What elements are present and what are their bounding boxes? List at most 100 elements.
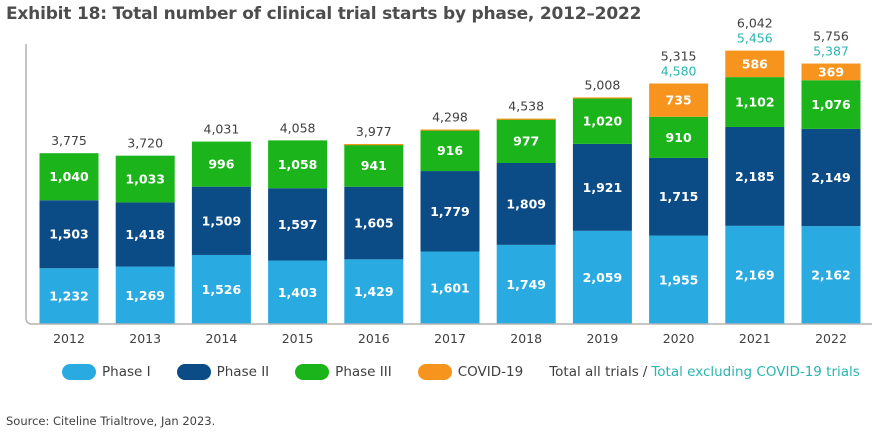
total-label-2015: 4,058: [280, 120, 316, 135]
bar-segment-covid-19-2016: [344, 144, 404, 146]
bar-segment-phase-iii-2014: [191, 141, 251, 187]
data-label-covid-19-2022: 369: [818, 64, 844, 79]
data-label-phase-i-2021: 2,169: [735, 267, 775, 282]
bar-segment-phase-i-2020: [649, 235, 709, 324]
legend-total-label: Total all trials: [549, 364, 639, 380]
x-tick-label-2014: 2014: [205, 331, 237, 346]
bar-segment-phase-iii-2013: [115, 155, 175, 203]
data-label-covid-19-2021: 586: [742, 56, 768, 71]
data-label-phase-iii-2018: 977: [513, 133, 539, 148]
data-label-phase-iii-2017: 916: [437, 143, 463, 158]
legend-item-phase-2: Phase II: [176, 364, 270, 380]
total-label-2021: 6,042: [737, 16, 773, 31]
total-excl-covid-label-2020: 4,580: [661, 63, 697, 78]
chart-legend: Phase I Phase II Phase III COVID-19 Tota…: [62, 362, 860, 382]
x-tick-label-2017: 2017: [434, 331, 466, 346]
bar-segment-phase-i-2019: [572, 230, 632, 324]
legend-swatch: [417, 364, 452, 380]
total-label-2019: 5,008: [585, 77, 621, 92]
bar-segment-phase-iii-2022: [801, 80, 861, 129]
chart-axis-frame: [25, 44, 872, 325]
total-label-2017: 4,298: [432, 110, 468, 125]
x-tick-label-2019: 2019: [586, 331, 618, 346]
source-note: Source: Citeline Trialtrove, Jan 2023.: [6, 414, 216, 428]
bar-segment-phase-ii-2020: [649, 157, 709, 236]
x-tick-label-2013: 2013: [129, 331, 161, 346]
bar-segment-phase-ii-2017: [420, 171, 480, 252]
total-label-2022: 5,756: [813, 29, 849, 44]
data-label-phase-iii-2016: 941: [361, 158, 387, 173]
data-label-phase-ii-2012: 1,503: [49, 227, 89, 242]
total-label-2020: 5,315: [661, 48, 697, 63]
bar-segment-phase-iii-2015: [268, 140, 328, 189]
bar-segment-phase-ii-2015: [268, 188, 328, 261]
bar-segment-phase-i-2022: [801, 226, 861, 324]
data-label-phase-iii-2014: 996: [208, 157, 234, 172]
data-label-phase-i-2018: 1,749: [506, 277, 546, 292]
bar-segment-phase-ii-2019: [572, 143, 632, 231]
legend-label: Phase I: [102, 364, 151, 380]
data-label-phase-i-2015: 1,403: [278, 285, 318, 300]
bar-segment-phase-iii-2021: [725, 77, 785, 127]
total-label-2018: 4,538: [508, 99, 544, 114]
bar-segment-covid-19-2017: [420, 129, 480, 131]
data-label-phase-i-2012: 1,232: [49, 289, 89, 304]
data-label-phase-i-2014: 1,526: [202, 282, 242, 297]
bar-segment-phase-ii-2016: [344, 186, 404, 260]
total-label-2013: 3,720: [127, 136, 163, 151]
bar-segment-phase-iii-2017: [420, 129, 480, 172]
bar-segment-phase-i-2016: [344, 259, 404, 324]
bar-segment-phase-iii-2020: [649, 116, 709, 158]
total-label-2012: 3,775: [51, 133, 87, 148]
x-tick-label-2020: 2020: [663, 331, 695, 346]
data-label-phase-ii-2021: 2,185: [735, 169, 775, 184]
data-label-phase-ii-2020: 1,715: [659, 189, 699, 204]
x-tick-label-2021: 2021: [739, 331, 771, 346]
x-tick-label-2022: 2022: [815, 331, 847, 346]
data-label-phase-iii-2020: 910: [666, 130, 692, 145]
bar-segment-phase-i-2015: [268, 260, 328, 324]
bar-segment-phase-i-2018: [496, 244, 556, 324]
data-label-phase-iii-2022: 1,076: [811, 97, 851, 112]
legend-swatch: [176, 364, 211, 380]
data-label-phase-i-2020: 1,955: [659, 272, 699, 287]
data-label-phase-ii-2017: 1,779: [430, 204, 470, 219]
data-label-phase-i-2017: 1,601: [430, 280, 470, 295]
data-label-phase-ii-2018: 1,809: [506, 196, 546, 211]
data-label-phase-iii-2012: 1,040: [49, 169, 89, 184]
total-label-2014: 4,031: [204, 122, 240, 137]
total-label-2016: 3,977: [356, 124, 392, 139]
bar-segment-phase-ii-2021: [725, 126, 785, 226]
bar-segment-phase-i-2017: [420, 251, 480, 324]
legend-label: COVID-19: [457, 364, 524, 380]
legend-totals: Total all trials / Total excluding COVID…: [549, 364, 860, 380]
bar-segment-phase-i-2021: [725, 225, 785, 324]
data-label-phase-ii-2022: 2,149: [811, 170, 851, 185]
stacked-bar-chart: 1,232 1,503 1,040 3,775 2012 1,269 1,418 1,033 3…: [25, 16, 872, 346]
total-excl-covid-label-2021: 5,456: [737, 31, 773, 46]
data-label-phase-iii-2021: 1,102: [735, 95, 775, 110]
legend-item-phase-1: Phase I: [62, 364, 151, 380]
chart-title: Exhibit 18: Total number of clinical tri…: [6, 4, 642, 24]
legend-swatch: [295, 364, 330, 380]
data-label-phase-ii-2015: 1,597: [278, 217, 318, 232]
data-label-phase-ii-2019: 1,921: [583, 180, 623, 195]
bar-segment-covid-19-2022: [801, 63, 861, 81]
data-label-phase-i-2019: 2,059: [583, 270, 623, 285]
data-label-phase-i-2016: 1,429: [354, 284, 394, 299]
data-label-phase-ii-2013: 1,418: [125, 227, 165, 242]
bar-segment-phase-ii-2012: [39, 200, 99, 269]
data-label-phase-iii-2013: 1,033: [125, 172, 165, 187]
legend-total-excl-label: Total excluding COVID-19 trials: [651, 364, 860, 380]
x-tick-label-2016: 2016: [358, 331, 390, 346]
bar-segment-phase-i-2013: [115, 266, 175, 324]
bar-segment-phase-iii-2019: [572, 97, 632, 144]
x-tick-label-2015: 2015: [282, 331, 314, 346]
legend-label: Phase III: [335, 364, 392, 380]
data-label-phase-i-2013: 1,269: [125, 288, 165, 303]
bar-segment-phase-ii-2022: [801, 128, 861, 227]
legend-swatch: [62, 364, 96, 380]
data-label-covid-19-2020: 735: [666, 93, 692, 108]
legend-label: Phase II: [216, 364, 270, 380]
bar-segment-covid-19-2020: [649, 83, 709, 117]
